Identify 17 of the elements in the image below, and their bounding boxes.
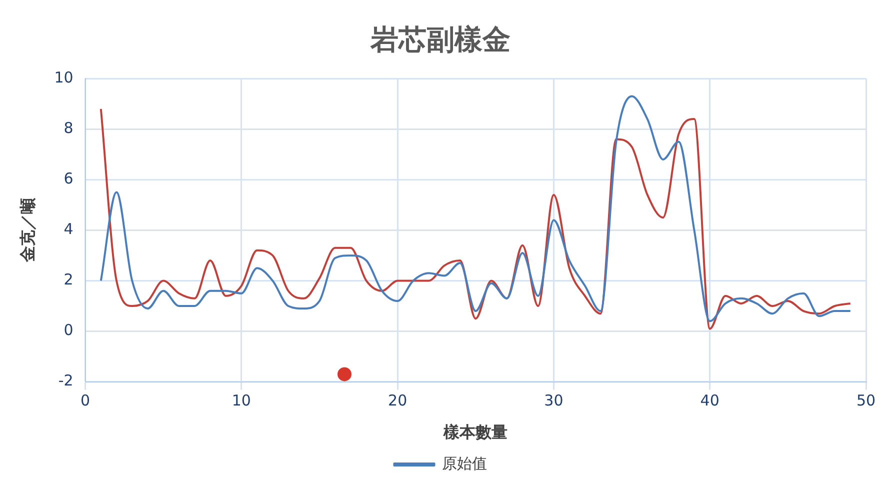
x-tick-label: 20 [388,392,408,410]
y-tick-label: 6 [64,170,74,188]
y-tick-label: -2 [58,372,74,390]
y-tick-label: 10 [54,68,74,86]
y-tick-label: 0 [64,321,74,340]
x-tick-label: 30 [544,392,564,410]
x-tick-label: 40 [700,392,720,410]
x-tick-label: 0 [80,392,90,410]
legend-label: 原始值 [442,454,487,472]
y-tick-label: 2 [64,270,74,289]
x-tick-label: 10 [232,392,251,410]
y-tick-label: 4 [64,220,74,238]
x-tick-label: 50 [856,392,876,410]
x-axis-title: 樣本數量 [442,422,508,442]
chart-title: 岩芯副樣金 [370,23,510,56]
y-tick-label: 8 [64,119,74,138]
y-axis-title: 金克／噸 [18,197,37,264]
